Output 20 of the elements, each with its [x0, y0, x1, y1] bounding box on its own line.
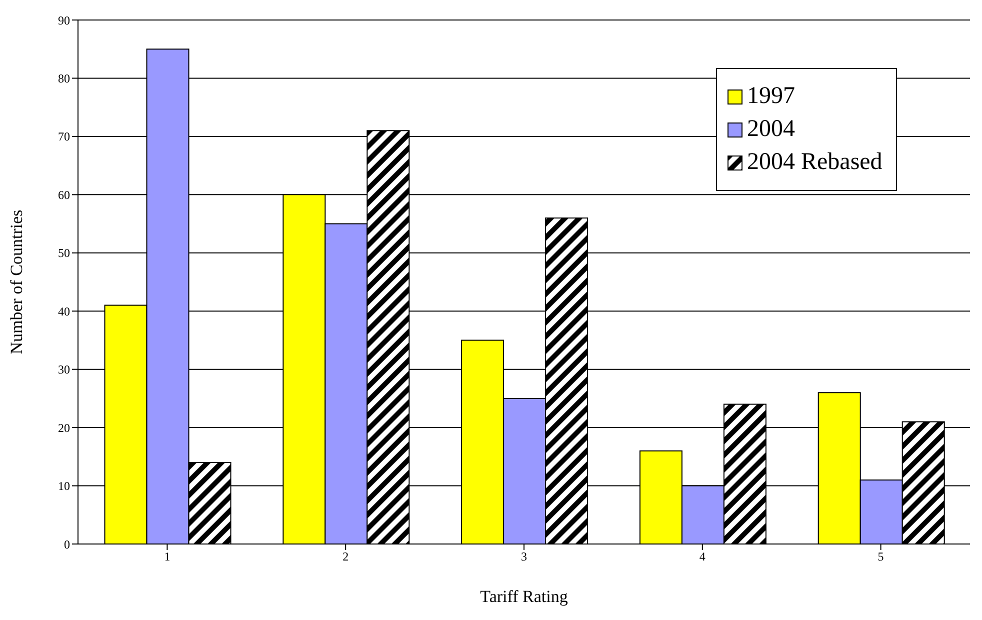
y-tick-label: 0 — [64, 537, 70, 552]
x-tick-label: 4 — [699, 550, 706, 564]
y-tick-label: 10 — [58, 479, 70, 494]
y-axis-title: Number of Countries — [7, 210, 26, 354]
x-tick-label: 2 — [342, 550, 349, 564]
x-tick-label: 1 — [164, 550, 170, 564]
legend-label: 1997 — [747, 83, 795, 110]
y-tick-label: 40 — [58, 304, 70, 318]
y-tick-label: 30 — [58, 362, 70, 377]
legend-label: 2004 Rebased — [747, 149, 882, 176]
y-tick-label: 60 — [58, 188, 70, 202]
legend-label: 2004 — [747, 116, 795, 143]
y-tick-label: 20 — [58, 420, 70, 435]
x-tick-label: 5 — [878, 550, 884, 564]
y-tick-label: 80 — [58, 71, 70, 86]
y-tick-label: 50 — [58, 246, 70, 260]
x-tick-label: 3 — [521, 550, 527, 564]
y-tick-label: 70 — [58, 130, 70, 144]
y-tick-label: 90 — [58, 13, 70, 28]
x-axis-title: Tariff Rating — [480, 587, 568, 606]
